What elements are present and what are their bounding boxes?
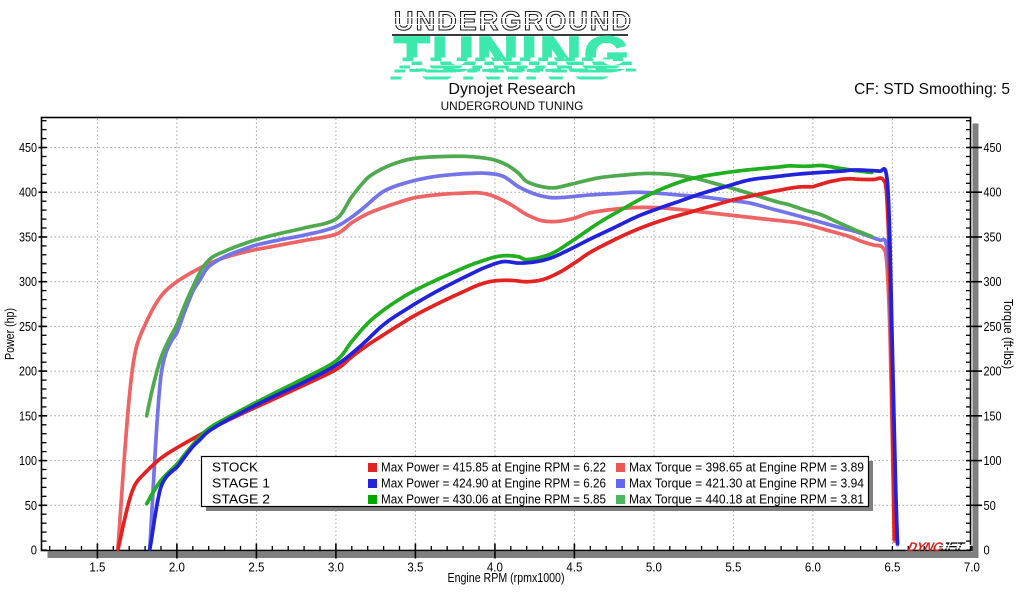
svg-text:Max Power = 424.90 at Engine R: Max Power = 424.90 at Engine RPM = 6.26 [381, 477, 606, 491]
svg-text:STAGE 2: STAGE 2 [212, 493, 270, 507]
svg-text:100: 100 [19, 453, 37, 468]
svg-text:Engine RPM (rpmx1000): Engine RPM (rpmx1000) [448, 570, 565, 585]
svg-text:Power (hp): Power (hp) [3, 308, 17, 360]
svg-text:250: 250 [984, 319, 1002, 334]
svg-text:7.0: 7.0 [964, 560, 980, 575]
svg-text:STOCK: STOCK [212, 461, 259, 475]
svg-text:2.5: 2.5 [248, 560, 264, 575]
svg-text:100: 100 [984, 453, 1002, 468]
svg-text:Torque (ft-lbs): Torque (ft-lbs) [1001, 299, 1015, 369]
svg-text:1.5: 1.5 [89, 560, 105, 575]
svg-text:150: 150 [984, 408, 1002, 423]
svg-text:JET: JET [940, 540, 967, 554]
svg-text:0: 0 [31, 543, 37, 558]
svg-text:0: 0 [984, 543, 990, 558]
svg-text:400: 400 [19, 185, 37, 200]
svg-text:DYNO: DYNO [906, 540, 944, 554]
svg-text:STAGE 1: STAGE 1 [212, 477, 270, 491]
svg-text:200: 200 [984, 364, 1002, 379]
svg-text:Max Power = 430.06 at Engine R: Max Power = 430.06 at Engine RPM = 5.85 [381, 493, 606, 507]
svg-text:300: 300 [984, 274, 1002, 289]
svg-text:Max Power = 415.85 at Engine R: Max Power = 415.85 at Engine RPM = 6.22 [381, 461, 606, 475]
svg-text:450: 450 [19, 140, 37, 155]
svg-text:5.5: 5.5 [725, 560, 741, 575]
svg-text:4.0: 4.0 [487, 560, 503, 575]
svg-text:450: 450 [984, 140, 1002, 155]
svg-text:50: 50 [984, 498, 996, 513]
svg-text:Max Torque = 421.30 at Engine: Max Torque = 421.30 at Engine RPM = 3.94 [629, 477, 864, 491]
svg-text:6.5: 6.5 [884, 560, 900, 575]
svg-text:Max Torque = 440.18 at Engine: Max Torque = 440.18 at Engine RPM = 3.81 [629, 493, 864, 507]
svg-text:300: 300 [19, 274, 37, 289]
svg-text:350: 350 [984, 230, 1002, 245]
svg-text:4.5: 4.5 [566, 560, 582, 575]
svg-text:350: 350 [19, 230, 37, 245]
svg-text:Max Torque = 398.65 at Engine: Max Torque = 398.65 at Engine RPM = 3.89 [629, 461, 864, 475]
svg-text:250: 250 [19, 319, 37, 334]
svg-text:50: 50 [25, 498, 37, 513]
svg-text:200: 200 [19, 364, 37, 379]
svg-text:3.5: 3.5 [407, 560, 423, 575]
svg-text:400: 400 [984, 185, 1002, 200]
svg-text:6.0: 6.0 [805, 560, 821, 575]
svg-text:2.0: 2.0 [169, 560, 185, 575]
svg-text:3.0: 3.0 [328, 560, 344, 575]
svg-text:5.0: 5.0 [646, 560, 662, 575]
svg-text:150: 150 [19, 408, 37, 423]
